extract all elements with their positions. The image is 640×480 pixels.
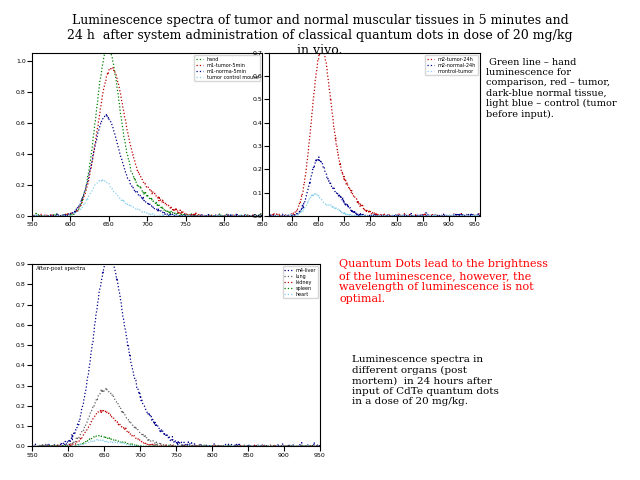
- Text: Quantum Dots lead to the brightness
of the luminescence, however, the
wavelength: Quantum Dots lead to the brightness of t…: [339, 259, 548, 304]
- Text: After-post spectra: After-post spectra: [35, 266, 85, 271]
- Legend: m2-tumor-24h, m2-normal-24h, montrol-tumor: m2-tumor-24h, m2-normal-24h, montrol-tum…: [425, 55, 477, 75]
- Legend: hand, m1-tumor-5min, m1-norma-5min, tumor control mouse: hand, m1-tumor-5min, m1-norma-5min, tumo…: [194, 55, 260, 81]
- Text: Green line – hand
luminescence for
comparison, red – tumor,
dark-blue normal tis: Green line – hand luminescence for compa…: [486, 58, 617, 119]
- Legend: m4-liver, lung, kidney, spleen, heart: m4-liver, lung, kidney, spleen, heart: [283, 266, 317, 298]
- Text: Luminescence spectra in
different organs (post
mortem)  in 24 hours after
input : Luminescence spectra in different organs…: [352, 355, 499, 406]
- Text: Luminescence spectra of tumor and normal muscular tissues in 5 minutes and
24 h : Luminescence spectra of tumor and normal…: [67, 14, 573, 58]
